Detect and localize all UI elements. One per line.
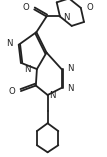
Text: N: N <box>49 91 55 100</box>
Text: N: N <box>63 13 70 22</box>
Text: N: N <box>67 84 74 93</box>
Text: O: O <box>8 87 15 96</box>
Text: N: N <box>25 65 31 74</box>
Text: O: O <box>22 3 29 12</box>
Text: N: N <box>67 64 74 73</box>
Text: O: O <box>87 3 93 12</box>
Text: N: N <box>6 39 13 49</box>
